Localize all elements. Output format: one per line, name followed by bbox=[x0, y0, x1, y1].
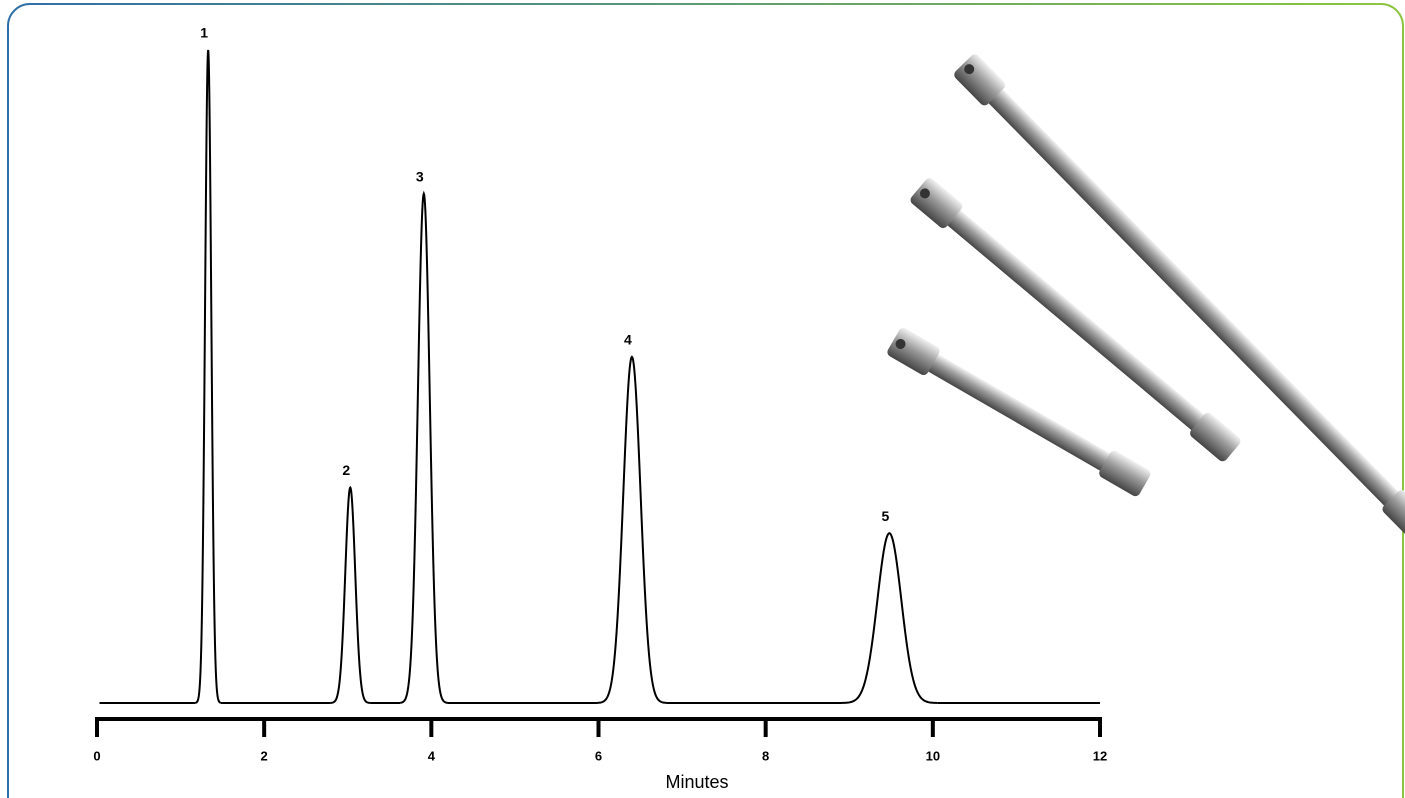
frame bbox=[7, 3, 1404, 798]
peak-label: 5 bbox=[881, 508, 889, 524]
peak bbox=[400, 190, 448, 704]
peak bbox=[841, 532, 938, 704]
columns-illustration bbox=[887, 54, 1405, 540]
peak bbox=[597, 355, 667, 704]
peak-label: 1 bbox=[200, 25, 208, 41]
x-tick-label: 2 bbox=[261, 748, 268, 763]
x-tick-label: 4 bbox=[428, 748, 436, 763]
peak-label: 3 bbox=[416, 168, 424, 184]
x-tick-label: 10 bbox=[926, 748, 940, 763]
x-tick-label: 12 bbox=[1093, 748, 1107, 763]
x-tick-label: 0 bbox=[93, 748, 100, 763]
peak bbox=[330, 485, 371, 704]
peak bbox=[195, 49, 221, 704]
x-tick-label: 8 bbox=[762, 748, 769, 763]
x-tick-label: 6 bbox=[595, 748, 602, 763]
peak-label: 2 bbox=[342, 462, 350, 478]
x-axis-title: Minutes bbox=[665, 772, 728, 792]
peak-label: 4 bbox=[624, 332, 632, 348]
